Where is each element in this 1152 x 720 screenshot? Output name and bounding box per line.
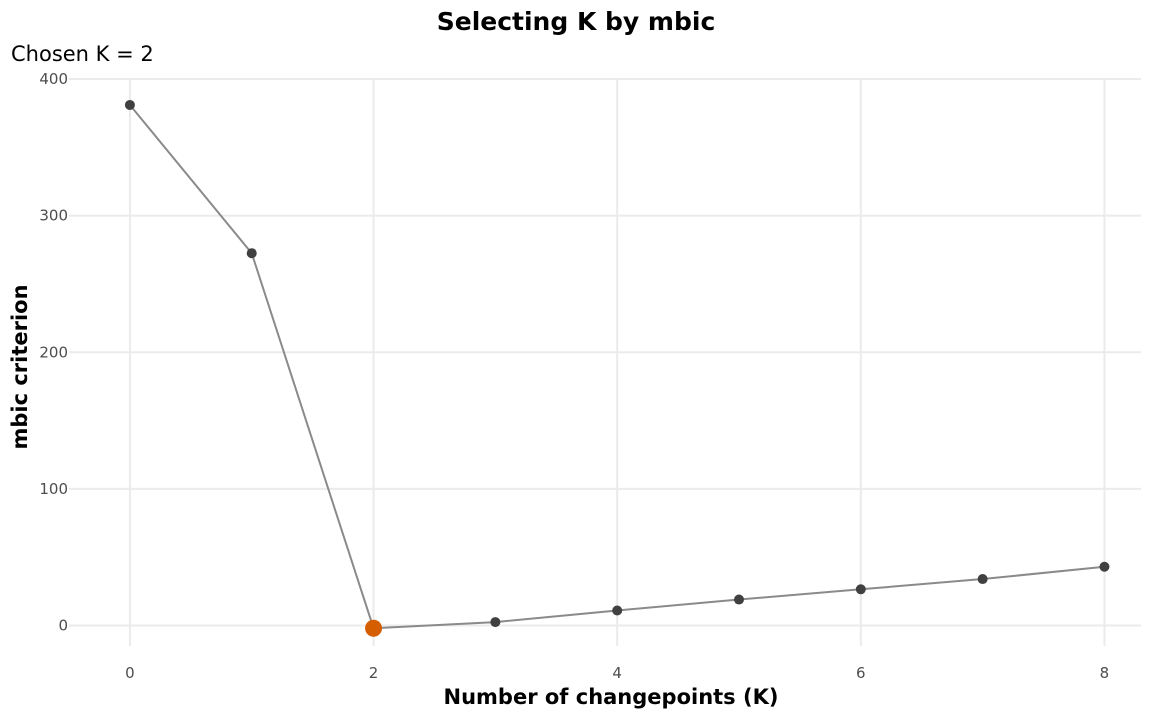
data-point (612, 605, 623, 616)
data-point (855, 584, 866, 595)
x-tick-label: 6 (856, 664, 866, 682)
y-tick-label: 100 (39, 480, 68, 498)
grid-layer (69, 78, 1141, 646)
y-tick-label: 400 (39, 70, 68, 88)
data-point (246, 248, 257, 259)
data-point (734, 594, 744, 605)
x-tick-label: 2 (369, 664, 379, 682)
chart-title: Selecting K by mbic (437, 7, 716, 36)
data-point (977, 574, 988, 585)
x-axis-ticks: 0 2 4 6 8 (125, 664, 1109, 682)
chart-subtitle: Chosen K = 2 (11, 42, 154, 66)
x-tick-label: 0 (125, 664, 135, 682)
y-tick-label: 200 (39, 343, 68, 361)
chosen-k-point (365, 619, 383, 637)
x-axis-title: Number of changepoints (K) (444, 685, 779, 709)
y-tick-label: 300 (39, 207, 68, 225)
x-tick-label: 8 (1100, 664, 1110, 682)
data-point (1099, 561, 1110, 572)
data-point (124, 99, 135, 110)
data-point (490, 617, 501, 628)
points-layer (124, 99, 1110, 637)
y-tick-label: 0 (58, 617, 68, 635)
x-tick-label: 4 (612, 664, 622, 682)
y-axis-ticks: 0 100 200 300 400 (39, 70, 68, 635)
y-axis-title: mbic criterion (8, 284, 32, 449)
